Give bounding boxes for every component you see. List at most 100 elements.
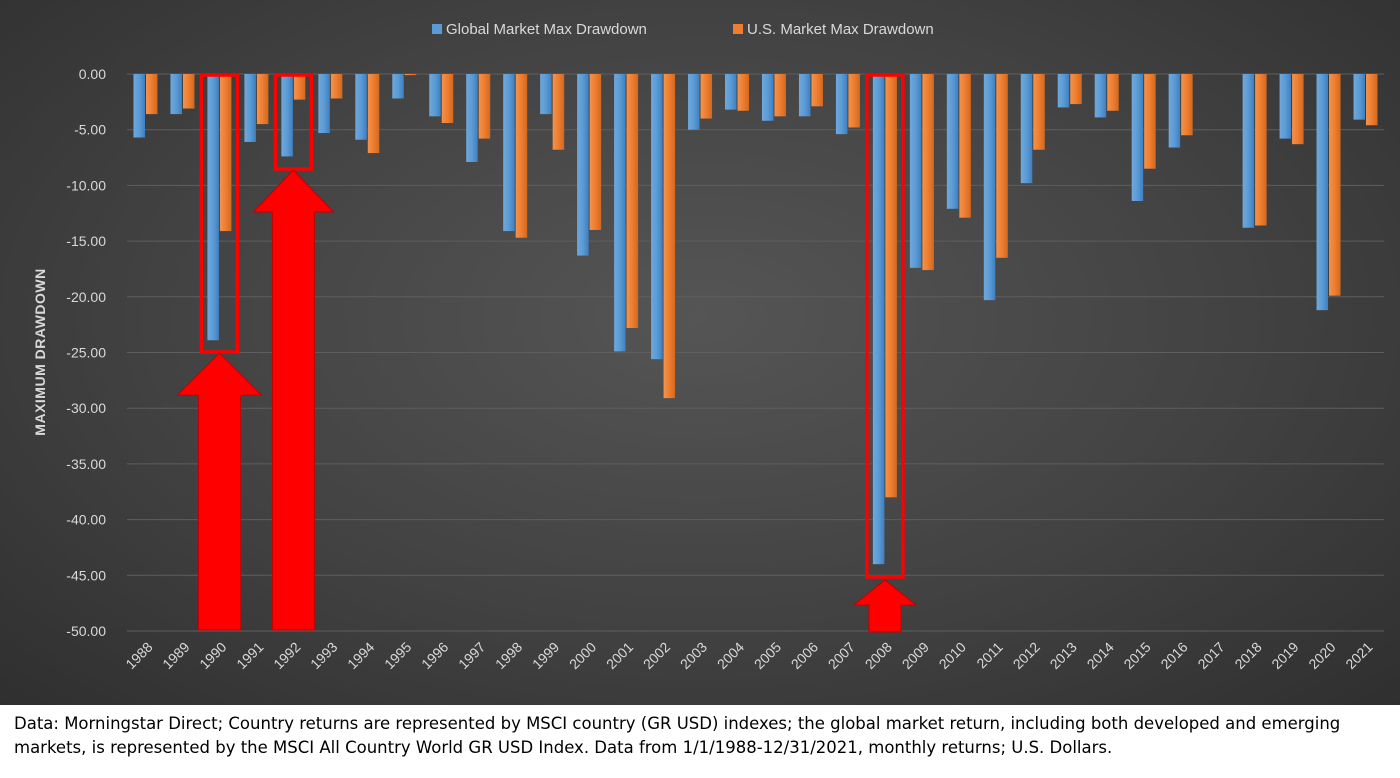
bar-global-2010 [946, 74, 959, 209]
bar-global-2021 [1353, 74, 1366, 120]
bar-us-1994 [367, 74, 380, 154]
legend-label-global: Global Market Max Drawdown [446, 21, 647, 38]
bar-global-2002 [651, 74, 663, 360]
bar-global-2004 [725, 74, 737, 110]
bar-global-2005 [761, 74, 774, 121]
bar-us-1997 [478, 74, 491, 139]
bar-us-2003 [700, 74, 713, 119]
legend-label-us: U.S. Market Max Drawdown [747, 21, 934, 38]
bar-global-1997 [466, 74, 478, 163]
x-tick-label: 2012 [1010, 639, 1043, 672]
highlight-arrow-1990 [176, 352, 263, 631]
y-tick-label: -45.00 [66, 567, 106, 583]
x-tick-label: 2010 [936, 639, 969, 672]
x-tick-label: 1988 [122, 639, 155, 672]
x-tick-label: 2006 [788, 639, 821, 672]
legend-swatch-global [432, 24, 442, 34]
x-tick-label: 2011 [973, 639, 1006, 672]
bar-us-1989 [182, 74, 195, 109]
source-caption: Data: Morningstar Direct; Country return… [14, 714, 1341, 757]
bar-us-2001 [626, 74, 639, 328]
bar-us-2002 [663, 74, 676, 399]
bar-global-2013 [1057, 74, 1070, 108]
bar-global-2014 [1094, 74, 1107, 118]
bar-us-1996 [441, 74, 454, 124]
x-tick-label: 2018 [1231, 639, 1264, 672]
highlight-annotations [176, 73, 918, 633]
highlight-box-2008 [865, 73, 905, 579]
y-tick-label: -10.00 [66, 177, 106, 193]
chart-panel: Global Market Max Drawdown U.S. Market Ma… [0, 0, 1400, 705]
bar-global-1990 [207, 74, 219, 341]
bar-global-1998 [503, 74, 515, 232]
bar-us-2000 [589, 74, 602, 230]
x-tick-label: 2009 [899, 639, 932, 672]
bar-us-2005 [774, 74, 786, 117]
x-tick-label: 2000 [566, 639, 599, 672]
bar-us-1993 [330, 74, 343, 99]
y-axis-tick-labels: 0.00 -5.00 -10.00 -15.00 -20.00 -25.00 -30.00 -… [66, 66, 106, 639]
bar-global-2000 [577, 74, 589, 256]
y-axis-title: MAXIMUM DRAWDOWN [32, 268, 48, 435]
bar-us-2009 [922, 74, 934, 271]
y-tick-label: -35.00 [66, 456, 106, 472]
bar-global-2007 [835, 74, 848, 135]
highlight-box-1992 [273, 73, 314, 171]
x-tick-label: 1995 [381, 639, 414, 672]
chart-legend: Global Market Max Drawdown U.S. Market Ma… [432, 21, 934, 38]
bar-global-1989 [170, 74, 182, 115]
bar-us-1988 [145, 74, 158, 115]
highlight-arrow-1992 [252, 169, 335, 631]
y-tick-label: -50.00 [66, 623, 106, 639]
bars [133, 74, 1378, 565]
bar-global-1995 [392, 74, 404, 99]
bar-us-2010 [959, 74, 971, 218]
y-tick-label: -25.00 [66, 345, 106, 361]
drawdown-bar-chart: Global Market Max Drawdown U.S. Market Ma… [32, 21, 1384, 672]
x-tick-label: 2001 [603, 639, 636, 672]
bar-global-1999 [540, 74, 552, 115]
x-tick-label: 2017 [1194, 639, 1227, 672]
y-tick-label: -5.00 [74, 122, 106, 138]
bar-global-1992 [281, 74, 293, 157]
bar-us-2008 [885, 74, 897, 498]
bar-global-2009 [909, 74, 922, 268]
y-tick-label: -15.00 [66, 233, 106, 249]
x-tick-label: 2005 [751, 639, 784, 672]
bar-global-2006 [798, 74, 811, 117]
bar-global-2019 [1279, 74, 1292, 139]
bar-us-1990 [219, 74, 232, 232]
x-tick-label: 2004 [714, 639, 747, 672]
bar-us-1991 [256, 74, 269, 125]
bar-global-2018 [1242, 74, 1255, 228]
legend-swatch-us [733, 24, 743, 34]
bar-us-2006 [811, 74, 823, 107]
x-tick-label: 1998 [492, 639, 525, 672]
bar-global-1994 [355, 74, 367, 140]
bar-global-2015 [1131, 74, 1144, 201]
bar-us-2012 [1033, 74, 1045, 150]
bar-global-2008 [872, 74, 885, 565]
x-tick-label: 1993 [307, 639, 340, 672]
x-tick-label: 2019 [1268, 639, 1301, 672]
highlight-arrow-2008 [852, 579, 918, 633]
bar-us-1995 [404, 74, 417, 76]
y-tick-label: -20.00 [66, 289, 106, 305]
bar-us-1992 [293, 74, 306, 100]
x-tick-label: 1996 [418, 639, 451, 672]
bar-global-1993 [318, 74, 330, 134]
bar-us-1998 [515, 74, 528, 238]
bar-global-2016 [1168, 74, 1181, 148]
x-tick-label: 1997 [455, 639, 488, 672]
bar-us-2015 [1144, 74, 1156, 169]
bar-us-1999 [552, 74, 565, 150]
x-tick-label: 2020 [1305, 639, 1338, 672]
y-tick-label: -30.00 [66, 400, 106, 416]
bar-us-2004 [737, 74, 750, 111]
x-tick-label: 2016 [1157, 639, 1190, 672]
x-tick-label: 2021 [1342, 639, 1375, 672]
bar-us-2019 [1292, 74, 1304, 145]
x-tick-label: 1992 [270, 639, 303, 672]
x-tick-label: 2007 [825, 639, 858, 672]
x-tick-label: 1994 [344, 639, 377, 672]
